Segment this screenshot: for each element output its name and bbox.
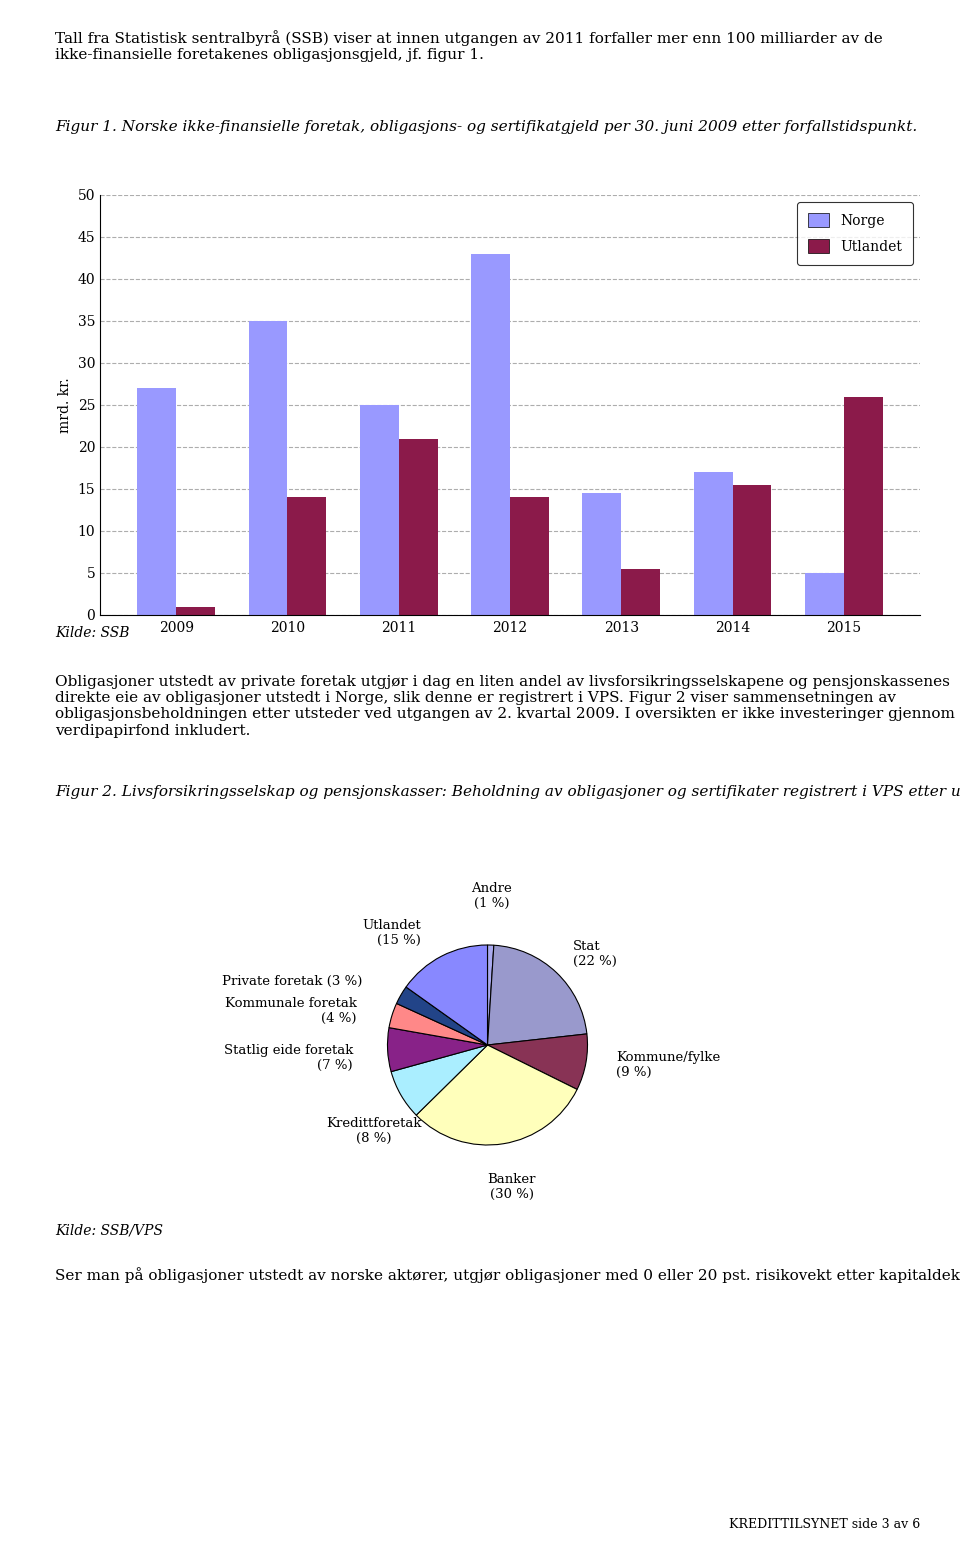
Bar — [360, 405, 398, 615]
Bar — [471, 255, 510, 615]
Text: Stat
(22 %): Stat (22 %) — [573, 941, 617, 968]
Text: Figur 2. Livsforsikringsselskap og pensjonskasser: Beholdning av obligasjoner og: Figur 2. Livsforsikringsselskap og pensj… — [55, 785, 960, 799]
Bar — [844, 397, 883, 615]
Text: Ser man på obligasjoner utstedt av norske aktører, utgjør obligasjoner med 0 ell: Ser man på obligasjoner utstedt av norsk… — [55, 1266, 960, 1284]
Text: Tall fra Statistisk sentralbyrå (SSB) viser at innen utgangen av 2011 forfaller : Tall fra Statistisk sentralbyrå (SSB) vi… — [55, 29, 883, 62]
Text: Kommunale foretak
(4 %): Kommunale foretak (4 %) — [225, 998, 357, 1026]
Text: Obligasjoner utstedt av private foretak utgjør i dag en liten andel av livsforsi: Obligasjoner utstedt av private foretak … — [55, 675, 955, 737]
Text: Kilde: SSB/VPS: Kilde: SSB/VPS — [55, 1223, 163, 1237]
Text: Utlandet
(15 %): Utlandet (15 %) — [363, 919, 421, 947]
Bar — [621, 568, 660, 615]
Bar — [583, 494, 621, 615]
Wedge shape — [396, 987, 488, 1044]
Wedge shape — [488, 945, 493, 1044]
Legend: Norge, Utlandet: Norge, Utlandet — [797, 202, 913, 265]
Text: Kredittforetak
(8 %): Kredittforetak (8 %) — [325, 1117, 421, 1145]
Text: Figur 1. Norske ikke-finansielle foretak, obligasjons- og sertifikatgjeld per 30: Figur 1. Norske ikke-finansielle foretak… — [55, 120, 917, 133]
Text: Kilde: SSB: Kilde: SSB — [55, 625, 130, 639]
Wedge shape — [388, 1027, 488, 1071]
Wedge shape — [488, 945, 587, 1044]
Text: Private foretak (3 %): Private foretak (3 %) — [223, 975, 363, 989]
Y-axis label: mrd. kr.: mrd. kr. — [58, 377, 72, 433]
Bar — [287, 497, 326, 615]
Text: KREDITTILSYNET side 3 av 6: KREDITTILSYNET side 3 av 6 — [729, 1518, 920, 1530]
Text: Andre
(1 %): Andre (1 %) — [471, 882, 512, 909]
Bar — [177, 607, 215, 615]
Bar — [693, 472, 732, 615]
Text: Statlig eide foretak
(7 %): Statlig eide foretak (7 %) — [224, 1043, 353, 1072]
Text: Kommune/fylke
(9 %): Kommune/fylke (9 %) — [616, 1051, 720, 1079]
Bar — [249, 321, 287, 615]
Wedge shape — [391, 1044, 488, 1116]
Wedge shape — [488, 1034, 588, 1090]
Text: Banker
(30 %): Banker (30 %) — [488, 1173, 536, 1201]
Wedge shape — [406, 945, 488, 1044]
Wedge shape — [417, 1044, 577, 1145]
Bar — [732, 484, 772, 615]
Bar — [510, 497, 549, 615]
Wedge shape — [389, 1004, 488, 1044]
Bar — [137, 388, 177, 615]
Bar — [398, 439, 438, 615]
Bar — [804, 573, 844, 615]
